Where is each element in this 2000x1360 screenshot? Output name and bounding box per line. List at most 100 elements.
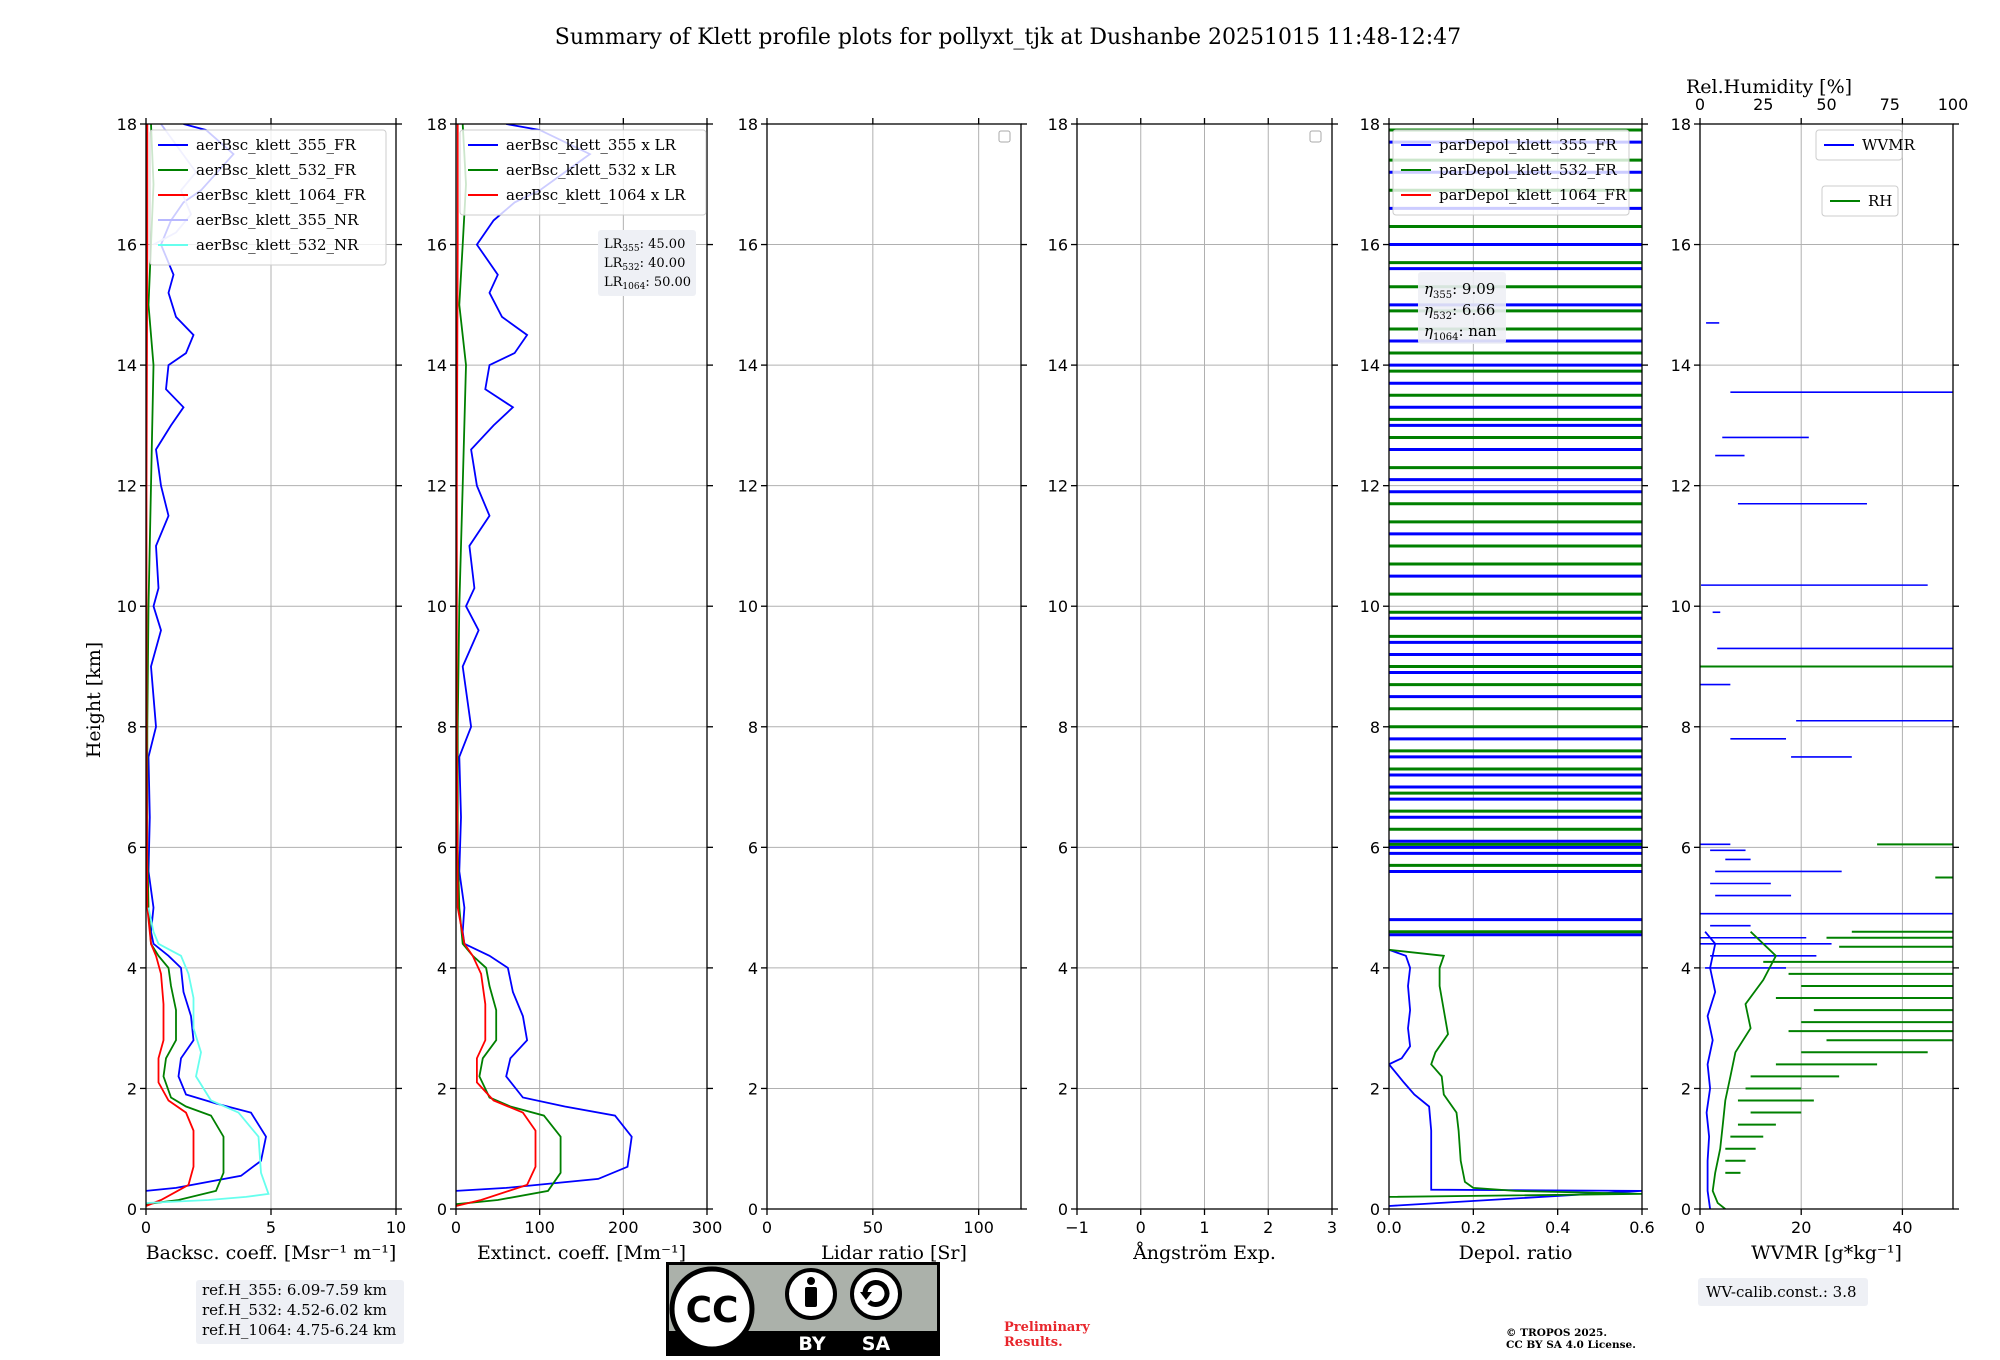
x-tick-label: 10 bbox=[386, 1218, 406, 1237]
y-tick-label: 4 bbox=[127, 959, 137, 978]
ref-height-box: ref.H_355: 6.09-7.59 km ref.H_532: 4.52-… bbox=[196, 1280, 404, 1344]
y-tick-label: 16 bbox=[427, 236, 447, 255]
y-tick-label: 8 bbox=[748, 718, 758, 737]
panel-depolarization: 0 2 4 6 8 10 12 14 16 18 0.0 0.2 0.4 0.6 Depol. ratio p… bbox=[1360, 115, 1655, 1264]
x-axis-label: Depol. ratio bbox=[1459, 1242, 1573, 1264]
y-tick-label: 4 bbox=[1681, 959, 1691, 978]
rh-tick-label: 25 bbox=[1753, 95, 1773, 114]
x-tick-label: 0.0 bbox=[1376, 1218, 1401, 1237]
preliminary-line-2: Results. bbox=[1004, 1335, 1063, 1350]
series-parDepol_klett_532_FR bbox=[1389, 948, 1642, 1198]
legend-entry: parDepol_klett_1064_FR bbox=[1439, 186, 1627, 204]
series-aerBsc_klett_532_NR bbox=[146, 907, 270, 1204]
y-tick-label: 8 bbox=[127, 718, 137, 737]
series-aerBsc_klett_355 x LR bbox=[456, 124, 633, 1192]
y-tick-label: 12 bbox=[1671, 477, 1691, 496]
panel-backscatter: 0 2 4 6 8 10 12 14 16 18 0 5 10 Backsc. coeff. [Msr⁻¹… bbox=[117, 115, 407, 1264]
x-axis-label: Extinct. coeff. [Mm⁻¹] bbox=[477, 1242, 686, 1264]
legend-box-wvmr bbox=[1815, 129, 1903, 161]
legend-entry: parDepol_klett_532_FR bbox=[1439, 161, 1617, 179]
legend-entry: aerBsc_klett_1064_FR bbox=[196, 186, 366, 204]
x-tick-label: 50 bbox=[863, 1218, 883, 1237]
y-tick-label: 2 bbox=[1370, 1079, 1380, 1098]
x-tick-label: 0 bbox=[451, 1218, 461, 1237]
axes-frame bbox=[766, 123, 1022, 1210]
y-tick-label: 0 bbox=[1058, 1200, 1068, 1219]
wv-calib-box: WV-calib.const.: 3.8 bbox=[1698, 1278, 1868, 1306]
ref-height-532: ref.H_532: 4.52-6.02 km bbox=[202, 1301, 387, 1319]
sa-label: SA bbox=[862, 1333, 891, 1355]
rh-tick-label: 0 bbox=[1695, 95, 1705, 114]
legend-entry: parDepol_klett_355_FR bbox=[1439, 136, 1617, 154]
x-tick-label: 300 bbox=[692, 1218, 723, 1237]
y-tick-label: 14 bbox=[1671, 356, 1691, 375]
y-tick-label: 18 bbox=[1048, 115, 1068, 134]
y-tick-label: 10 bbox=[738, 597, 758, 616]
series-aerBsc_klett_355_FR bbox=[146, 124, 267, 1192]
x-axis-label: Ångström Exp. bbox=[1132, 1242, 1276, 1264]
y-tick-label: 12 bbox=[427, 477, 447, 496]
y-tick-label: 6 bbox=[437, 838, 447, 857]
x-tick-label: 0.4 bbox=[1545, 1218, 1570, 1237]
y-tick-label: 18 bbox=[1671, 115, 1691, 134]
y-tick-label: 2 bbox=[748, 1079, 758, 1098]
empty-legend-box bbox=[998, 130, 1011, 143]
x-tick-label: 20 bbox=[1791, 1218, 1811, 1237]
series-RH bbox=[1711, 931, 1778, 1209]
eta-entry: η355: 9.09 bbox=[1424, 280, 1495, 301]
y-tick-label: 2 bbox=[1681, 1079, 1691, 1098]
y-tick-label: 16 bbox=[1048, 236, 1068, 255]
cc-circle-icon bbox=[669, 1266, 755, 1352]
legend-entry: aerBsc_klett_355_NR bbox=[196, 211, 359, 229]
series-aerBsc_klett_532_FR bbox=[146, 124, 225, 1206]
x-tick-label: 0 bbox=[141, 1218, 151, 1237]
y-tick-label: 12 bbox=[1048, 477, 1068, 496]
y-tick-label: 12 bbox=[738, 477, 758, 496]
y-tick-label: 0 bbox=[437, 1200, 447, 1219]
lidar-ratio-entry: LR355: 45.00 bbox=[604, 237, 685, 254]
x-axis-label: Lidar ratio [Sr] bbox=[821, 1242, 967, 1264]
x-tick-label: 0 bbox=[1136, 1218, 1146, 1237]
y-tick-label: 2 bbox=[127, 1079, 137, 1098]
empty-legend-box bbox=[1309, 130, 1322, 143]
x-tick-label: 3 bbox=[1327, 1218, 1337, 1237]
lidar-ratio-box bbox=[598, 230, 696, 296]
x-tick-label: 0 bbox=[1695, 1218, 1705, 1237]
series-aerBsc_klett_532 x LR bbox=[456, 124, 562, 1206]
sa-arrow-head bbox=[860, 1292, 872, 1300]
legend-box bbox=[149, 129, 387, 266]
y-tick-label: 12 bbox=[117, 477, 137, 496]
data-wvmr bbox=[1700, 322, 1953, 1209]
x-tick-label: 2 bbox=[1263, 1218, 1273, 1237]
cc-by-sa-badge: CC BY SA bbox=[666, 1262, 940, 1356]
x-tick-label: 1 bbox=[1199, 1218, 1209, 1237]
y-tick-label: 4 bbox=[1058, 959, 1068, 978]
legend-entry-rh: RH bbox=[1868, 192, 1892, 210]
x-tick-label: −1 bbox=[1065, 1218, 1089, 1237]
by-person-head bbox=[807, 1277, 815, 1285]
copyright-note: © TROPOS 2025. CC BY SA 4.0 License. bbox=[1506, 1327, 1636, 1351]
legend-entry: aerBsc_klett_1064 x LR bbox=[506, 186, 686, 204]
y-tick-label: 14 bbox=[1048, 356, 1068, 375]
x-tick-label: 40 bbox=[1892, 1218, 1912, 1237]
y-tick-label: 16 bbox=[1671, 236, 1691, 255]
y-tick-label: 0 bbox=[1681, 1200, 1691, 1219]
height-axis-label: Height [km] bbox=[83, 642, 105, 758]
data-backscatter bbox=[146, 124, 270, 1207]
y-tick-label: 14 bbox=[117, 356, 137, 375]
rh-tick-label: 100 bbox=[1938, 95, 1969, 114]
x-tick-label: 0.6 bbox=[1629, 1218, 1654, 1237]
y-tick-label: 14 bbox=[1360, 356, 1380, 375]
y-tick-label: 18 bbox=[1360, 115, 1380, 134]
rh-top-axis-label: Rel.Humidity [%] bbox=[1686, 76, 1852, 98]
x-tick-label: 100 bbox=[524, 1218, 555, 1237]
y-tick-label: 18 bbox=[738, 115, 758, 134]
by-person-body bbox=[805, 1287, 817, 1307]
y-tick-label: 10 bbox=[1360, 597, 1380, 616]
x-tick-label: 100 bbox=[963, 1218, 994, 1237]
figure-title: Summary of Klett profile plots for polly… bbox=[555, 25, 1461, 50]
y-tick-label: 10 bbox=[117, 597, 137, 616]
y-tick-label: 6 bbox=[1681, 838, 1691, 857]
